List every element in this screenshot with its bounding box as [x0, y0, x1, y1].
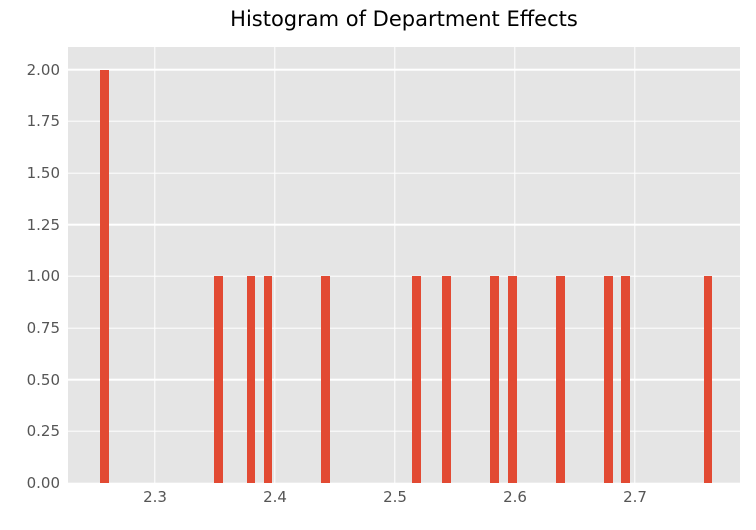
y-tick-label: 0.00	[26, 474, 60, 492]
histogram-bar	[556, 276, 565, 483]
histogram-bar	[321, 276, 330, 483]
y-tick-label: 0.25	[26, 422, 60, 441]
histogram-bar	[621, 276, 630, 483]
gridline-horizontal	[68, 275, 740, 278]
x-tick-label: 2.7	[623, 488, 647, 506]
x-tick-label: 2.3	[143, 488, 167, 506]
histogram-bar	[704, 276, 713, 483]
histogram-bar	[263, 276, 272, 483]
histogram-bar	[412, 276, 421, 483]
chart-title: Histogram of Department Effects	[230, 7, 578, 31]
histogram-bar	[508, 276, 517, 483]
plot-area	[68, 47, 740, 483]
x-axis: 2.3 2.4 2.5 2.6 2.7	[68, 488, 740, 512]
x-tick-label: 2.5	[383, 488, 407, 506]
gridline-vertical	[634, 47, 636, 483]
histogram-bar	[604, 276, 613, 483]
gridline-vertical	[394, 47, 396, 483]
gridline-horizontal	[68, 120, 740, 123]
gridline-horizontal	[68, 482, 740, 483]
gridline-horizontal	[68, 224, 740, 226]
y-tick-label: 0.75	[26, 319, 60, 338]
x-tick-label: 2.6	[503, 488, 527, 506]
gridline-vertical	[514, 47, 516, 483]
gridline-horizontal	[68, 327, 740, 329]
gridline-horizontal	[68, 378, 740, 381]
y-tick-label: 1.25	[26, 215, 60, 234]
histogram-bar	[490, 276, 499, 483]
histogram-bar	[100, 69, 109, 483]
y-tick-label: 1.75	[26, 112, 60, 131]
histogram-bar	[246, 276, 256, 483]
y-tick-label: 0.50	[26, 370, 60, 389]
gridline-vertical	[274, 47, 276, 483]
y-tick-label: 1.00	[26, 267, 60, 286]
gridline-vertical	[154, 47, 156, 483]
y-axis: 0.00 0.25 0.50 0.75 1.00 1.25 1.50 1.75 2.00	[0, 47, 60, 492]
gridline-horizontal	[68, 430, 740, 433]
y-tick-label: 1.50	[26, 164, 60, 183]
histogram-bar	[214, 276, 223, 483]
gridline-horizontal	[68, 172, 740, 174]
y-tick-label: 2.00	[26, 60, 60, 79]
x-tick-label: 2.4	[263, 488, 287, 506]
gridline-horizontal	[68, 69, 740, 71]
histogram-bar	[442, 276, 451, 483]
